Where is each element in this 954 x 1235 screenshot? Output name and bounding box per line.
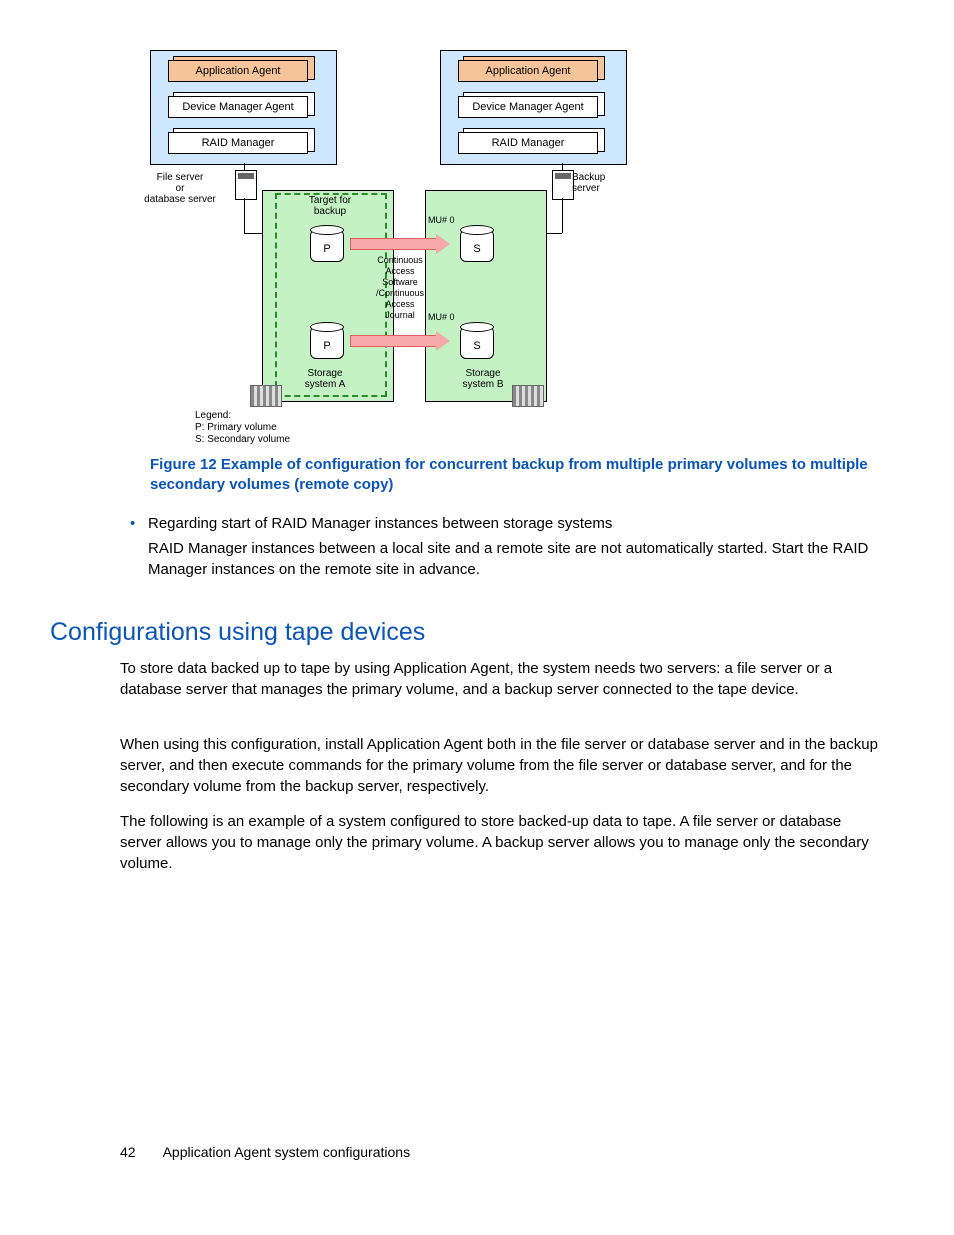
legend-title: Legend: bbox=[195, 410, 355, 421]
connector bbox=[562, 163, 563, 170]
legend-p: P: Primary volume bbox=[195, 422, 355, 433]
raid-mgr-box-right: RAID Manager bbox=[458, 132, 598, 154]
bullet-title: Regarding start of RAID Manager instance… bbox=[148, 513, 879, 534]
bullet-body: RAID Manager instances between a local s… bbox=[148, 538, 879, 580]
primary-vol-1: P bbox=[310, 228, 344, 262]
secondary-vol-1: S bbox=[460, 228, 494, 262]
section-heading: Configurations using tape devices bbox=[50, 618, 425, 647]
server-icon bbox=[552, 170, 574, 200]
connector bbox=[244, 198, 245, 233]
server-icon bbox=[235, 170, 257, 200]
secondary-vol-2: S bbox=[460, 325, 494, 359]
page-number: 42 bbox=[120, 1144, 136, 1160]
paragraph-3: The following is an example of a system … bbox=[120, 811, 879, 874]
figure-caption: Figure 12 Example of configuration for c… bbox=[150, 455, 879, 495]
footer-title: Application Agent system configurations bbox=[163, 1144, 410, 1160]
paragraph-1: To store data backed up to tape by using… bbox=[120, 658, 879, 700]
bullet-item: • Regarding start of RAID Manager instan… bbox=[120, 513, 879, 580]
connector bbox=[244, 163, 245, 170]
dev-mgr-box-right: Device Manager Agent bbox=[458, 96, 598, 118]
figure-12-diagram: Application Agent Device Manager Agent R… bbox=[150, 50, 625, 445]
app-agent-box-left: Application Agent bbox=[168, 60, 308, 82]
target-label: Target for backup bbox=[295, 195, 365, 217]
page: Application Agent Device Manager Agent R… bbox=[0, 0, 954, 1235]
mu-bottom: MU# 0 bbox=[428, 312, 468, 322]
copy-arrow-1 bbox=[350, 238, 437, 250]
bullet-icon: • bbox=[130, 513, 135, 534]
mu-top: MU# 0 bbox=[428, 215, 468, 225]
storage-b-label: Storage system B bbox=[448, 368, 518, 390]
paragraph-2: When using this configuration, install A… bbox=[120, 734, 879, 797]
primary-vol-2: P bbox=[310, 325, 344, 359]
right-server-label: Backup server bbox=[572, 172, 627, 194]
disk-bars-icon bbox=[512, 385, 544, 407]
dev-mgr-box-left: Device Manager Agent bbox=[168, 96, 308, 118]
storage-a-label: Storage system A bbox=[290, 368, 360, 390]
copy-arrow-2 bbox=[350, 335, 437, 347]
app-agent-box-right: Application Agent bbox=[458, 60, 598, 82]
raid-mgr-box-left: RAID Manager bbox=[168, 132, 308, 154]
legend-s: S: Secondary volume bbox=[195, 434, 355, 445]
left-server-label: File server or database server bbox=[135, 172, 225, 205]
page-footer: 42 Application Agent system configuratio… bbox=[120, 1144, 410, 1160]
connector bbox=[562, 198, 563, 233]
disk-bars-icon bbox=[250, 385, 282, 407]
center-label: Continuous Access Software /Continuous A… bbox=[365, 255, 435, 321]
